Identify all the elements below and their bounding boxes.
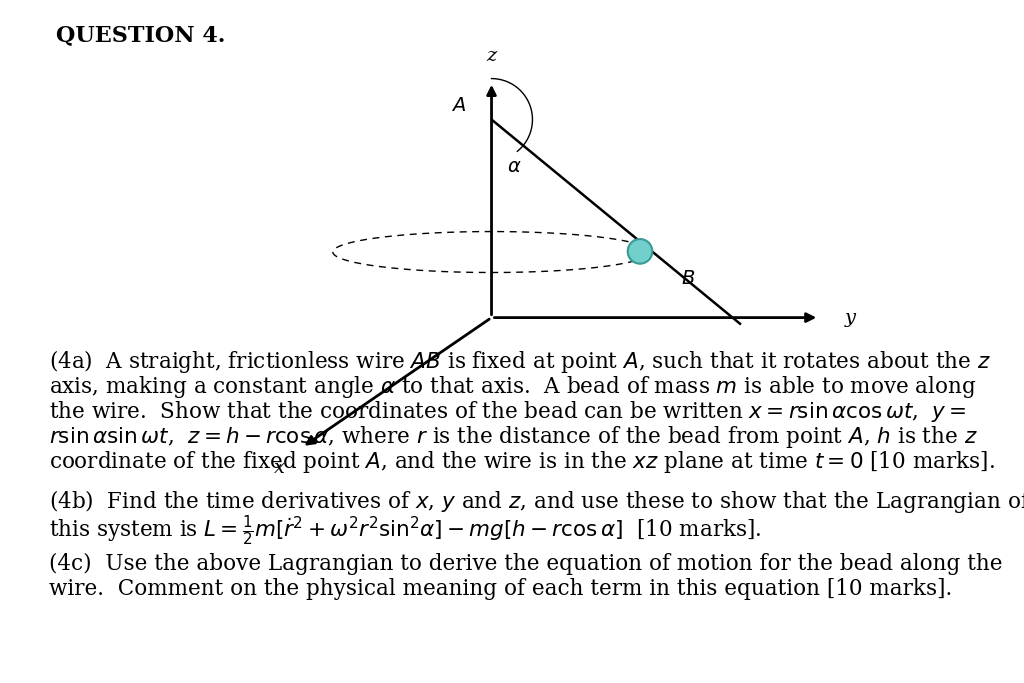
Text: axis, making a constant angle $\alpha$ to that axis.  A bead of mass $m$ is able: axis, making a constant angle $\alpha$ t… — [49, 374, 977, 400]
Ellipse shape — [628, 239, 652, 264]
Text: y: y — [845, 309, 856, 326]
Text: this system is $L = \frac{1}{2}m[\dot{r}^2 + \omega^2 r^2\sin^2\!\alpha] - mg[h : this system is $L = \frac{1}{2}m[\dot{r}… — [49, 514, 762, 548]
Text: x: x — [273, 459, 285, 477]
Text: $r\sin\alpha\sin\omega t$,  $z = h - r\cos\alpha$, where $r$ is the distance of : $r\sin\alpha\sin\omega t$, $z = h - r\co… — [49, 424, 978, 450]
Text: the wire.  Show that the coordinates of the bead can be written $x = r\sin\alpha: the wire. Show that the coordinates of t… — [49, 399, 967, 424]
Text: z: z — [486, 47, 497, 65]
Text: QUESTION 4.: QUESTION 4. — [56, 24, 225, 46]
Text: wire.  Comment on the physical meaning of each term in this equation [10 marks].: wire. Comment on the physical meaning of… — [49, 578, 952, 600]
Text: (4c)  Use the above Lagrangian to derive the equation of motion for the bead alo: (4c) Use the above Lagrangian to derive … — [49, 553, 1002, 574]
Text: $A$: $A$ — [451, 97, 466, 115]
Text: $\alpha$: $\alpha$ — [507, 158, 521, 176]
Text: $B$: $B$ — [681, 270, 695, 288]
Text: (4a)  A straight, frictionless wire $AB$ is fixed at point $A$, such that it rot: (4a) A straight, frictionless wire $AB$ … — [49, 348, 991, 376]
Text: (4b)  Find the time derivatives of $x$, $y$ and $z$, and use these to show that : (4b) Find the time derivatives of $x$, $… — [49, 488, 1024, 516]
Text: coordinate of the fixed point $A$, and the wire is in the $xz$ plane at time $t : coordinate of the fixed point $A$, and t… — [49, 449, 995, 475]
